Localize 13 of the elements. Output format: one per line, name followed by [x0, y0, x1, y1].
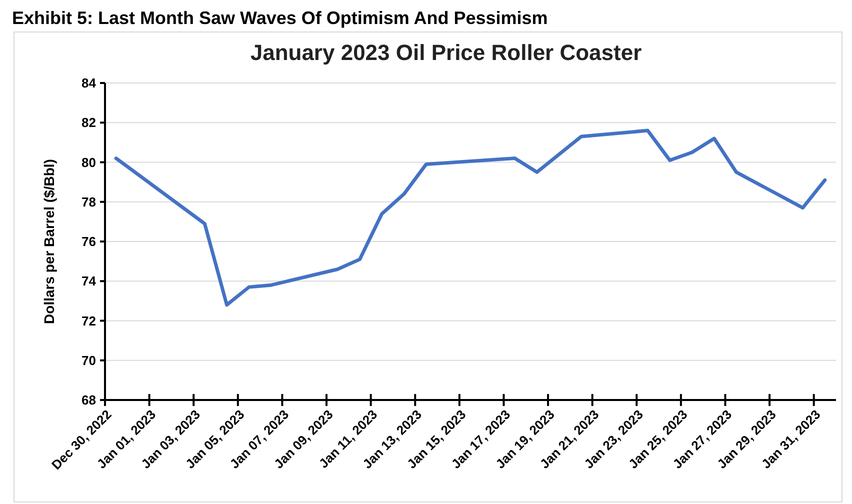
text: Exhibit 5: Last Month Saw Waves Of Optimism And Pessimism — [12, 8, 548, 28]
y-axis-title: Dollars per Barrel ($/Bbl) — [41, 159, 57, 324]
line-series — [114, 128, 827, 307]
chart-title: January 2023 Oil Price Roller Coaster — [250, 40, 642, 65]
y-tick-label: 78 — [82, 194, 96, 210]
y-tick-label: 76 — [82, 234, 96, 250]
y-tick-label: 80 — [82, 154, 96, 170]
y-tick-label: 70 — [82, 352, 96, 368]
y-tick-label: 74 — [82, 274, 97, 289]
y-tick-label: 82 — [82, 115, 96, 130]
y-tick-label: 72 — [82, 313, 96, 328]
y-tick-label: 84 — [82, 76, 97, 91]
y-tick-label: 68 — [82, 392, 96, 408]
